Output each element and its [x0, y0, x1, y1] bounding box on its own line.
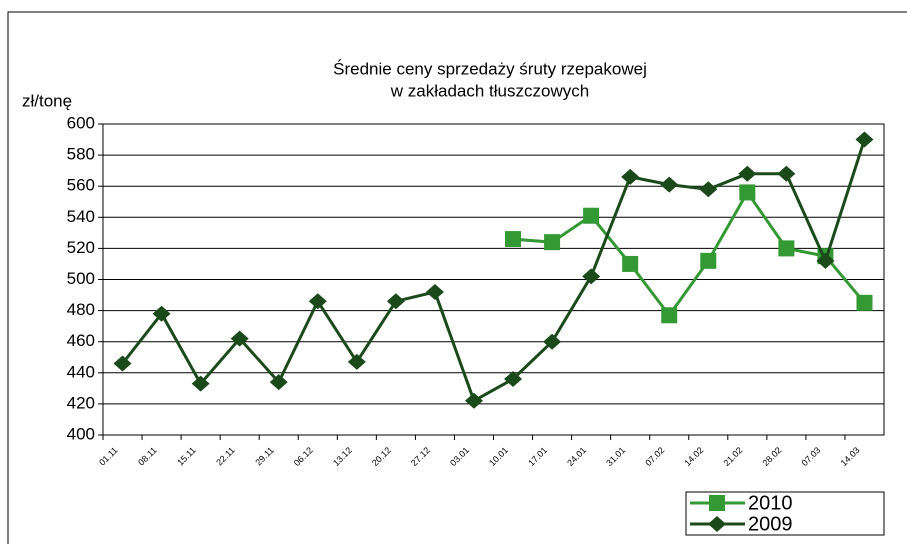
y-tick-label: 420: [67, 393, 95, 412]
marker: [425, 283, 444, 300]
series-line: [512, 189, 866, 318]
x-tick-label: 22.11: [214, 445, 237, 468]
marker: [856, 294, 873, 311]
marker: [191, 375, 210, 392]
x-tick-label: 28.02: [760, 445, 783, 468]
marker: [544, 234, 561, 251]
y-tick-label: 560: [67, 176, 95, 195]
marker: [738, 165, 757, 182]
x-tick-label: 13.12: [331, 445, 354, 468]
marker: [347, 353, 366, 370]
marker: [308, 293, 327, 310]
marker: [699, 181, 718, 198]
marker: [777, 165, 796, 182]
x-tick-label: 14.02: [682, 445, 705, 468]
marker: [113, 355, 132, 372]
marker: [464, 392, 483, 409]
chart-title: Średnie ceny sprzedaży śruty rzepakowej: [333, 59, 647, 78]
marker: [778, 240, 795, 257]
legend-marker: [709, 495, 725, 511]
y-tick-label: 440: [67, 362, 95, 381]
marker: [661, 307, 678, 324]
y-tick-label: 400: [67, 424, 95, 443]
marker: [622, 255, 639, 272]
x-tick-label: 20.12: [370, 445, 393, 468]
marker: [739, 184, 756, 201]
x-tick-label: 10.01: [487, 445, 510, 468]
x-tick-label: 27.12: [409, 445, 432, 468]
x-tick-label: 31.01: [604, 445, 627, 468]
x-tick-label: 21.02: [721, 445, 744, 468]
legend-marker: [708, 516, 726, 532]
x-tick-label: 08.11: [136, 445, 159, 468]
marker: [386, 293, 405, 310]
y-tick-label: 540: [67, 207, 95, 226]
chart-frame: [7, 11, 907, 549]
y-tick-label: 600: [67, 113, 95, 132]
x-tick-label: 03.01: [448, 445, 471, 468]
marker: [660, 176, 679, 193]
marker: [582, 268, 601, 285]
chart-title: w zakładach tłuszczowych: [390, 81, 589, 100]
legend-label: 2009: [748, 513, 793, 535]
x-tick-label: 01.11: [97, 445, 120, 468]
marker: [583, 207, 600, 224]
marker: [700, 252, 717, 269]
x-tick-label: 07.03: [800, 445, 823, 468]
marker: [230, 330, 249, 347]
x-tick-label: 06.12: [292, 445, 315, 468]
y-tick-label: 460: [67, 331, 95, 350]
marker: [504, 371, 523, 388]
x-tick-label: 14.03: [839, 445, 862, 468]
y-tick-label: 500: [67, 269, 95, 288]
legend-label: 2010: [748, 492, 793, 514]
y-tick-label: 580: [67, 145, 95, 164]
marker: [269, 374, 288, 391]
series-line: [121, 139, 866, 403]
x-tick-label: 15.11: [175, 445, 198, 468]
marker: [152, 305, 171, 322]
x-tick-label: 29.11: [253, 445, 276, 468]
y-tick-label: 480: [67, 300, 95, 319]
x-tick-label: 07.02: [643, 445, 666, 468]
y-axis-label: zł/tonę: [22, 91, 72, 110]
y-tick-label: 520: [67, 238, 95, 257]
marker: [543, 333, 562, 350]
marker: [505, 231, 522, 248]
x-tick-label: 17.01: [526, 445, 549, 468]
marker: [855, 131, 874, 148]
marker: [816, 252, 835, 269]
x-tick-label: 24.01: [565, 445, 588, 468]
marker: [621, 168, 640, 185]
